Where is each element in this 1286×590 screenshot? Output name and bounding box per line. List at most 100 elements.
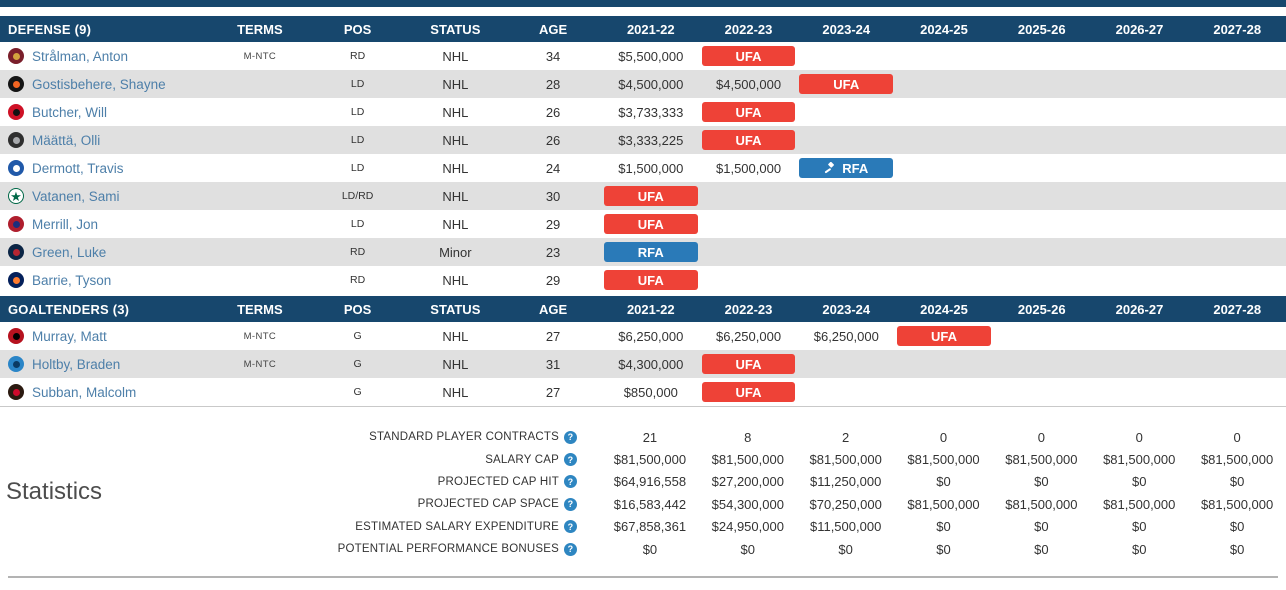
player-name-link[interactable]: Merrill, Jon [32,216,99,232]
badge-cell: UFA [700,354,798,374]
player-name-link[interactable]: Subban, Malcolm [32,384,137,400]
stats-label: SALARY CAP? [0,453,601,467]
salary-cell: $850,000 [623,384,678,400]
player-name-link[interactable]: Holtby, Braden [32,356,121,372]
player-row: Subban, Malcolm G NHL 27 $850,000 UFA [0,378,1286,406]
team-logo-ottawa-senators-icon [8,328,24,344]
help-icon[interactable]: ? [564,520,577,534]
rfa-badge: RFA [603,242,698,262]
ufa-badge: UFA [603,270,698,290]
pos-cell: RD [350,274,366,286]
stats-label: PROJECTED CAP HIT? [0,475,601,489]
player-name-link[interactable]: Vatanen, Sami [32,188,120,204]
help-icon[interactable]: ? [564,453,577,467]
age-cell: 26 [545,132,561,148]
player-cell: Subban, Malcolm [0,384,211,400]
roster-section-defense: DEFENSE (9) TERMS POS STATUS AGE 2021-22 2022-… [0,16,1286,294]
player-row: Holtby, Braden M-NTC G NHL 31 $4,300,000 UFA [0,350,1286,378]
terms-cell: M-NTC [243,50,277,62]
stats-value: 0 [1233,429,1241,445]
column-header-2021-22: 2021-22 [626,301,675,317]
stats-value: $0 [642,541,658,557]
team-logo-new-jersey-devils-icon [8,104,24,120]
age-cell: 30 [545,188,561,204]
stats-value: $0 [1229,541,1245,557]
help-icon[interactable]: ? [564,475,577,489]
stats-value: $0 [936,541,951,557]
player-name-link[interactable]: Barrie, Tyson [32,272,112,288]
player-cell: Butcher, Will [0,104,211,120]
stats-label: ESTIMATED SALARY EXPENDITURE? [0,520,601,534]
player-name-link[interactable]: Gostisbehere, Shayne [32,76,166,92]
status-cell: Minor [439,244,472,260]
column-header-2026-27: 2026-27 [1115,301,1164,317]
stats-label-text: ESTIMATED SALARY EXPENDITURE [355,520,559,533]
stats-value: $11,250,000 [809,474,882,490]
pos-cell: LD [350,134,365,146]
stats-value: 2 [842,429,850,445]
player-row: Gostisbehere, Shayne LD NHL 28 $4,500,000 $4,… [0,70,1286,98]
gavel-icon [824,162,836,174]
player-name-link[interactable]: Butcher, Will [32,104,108,120]
player-name-link[interactable]: Määttä, Olli [32,132,101,148]
stats-value: $81,500,000 [613,452,687,468]
stats-value: $64,916,558 [613,474,687,490]
player-name-link[interactable]: Murray, Matt [32,328,107,344]
stats-value: $0 [936,519,951,535]
player-row: Barrie, Tyson RD NHL 29 UFA [0,266,1286,294]
status-cell: NHL [442,76,469,92]
salary-cell: $6,250,000 [618,328,684,344]
stats-value: 0 [1135,429,1143,445]
status-cell: NHL [442,216,469,232]
stats-value: $0 [1034,474,1049,490]
player-row: Strålman, Anton M-NTC RD NHL 34 $5,500,000 UFA [0,42,1286,70]
player-cell: Murray, Matt [0,328,211,344]
statistics-heading: Statistics [6,478,103,505]
ufa-badge: UFA [603,186,698,206]
stats-value: $81,500,000 [1200,452,1274,468]
badge-label: UFA [735,48,762,64]
help-icon[interactable]: ? [564,497,577,511]
stats-row: SALARY CAP? $81,500,000 $81,500,000 $81,500… [0,448,1286,470]
age-cell: 29 [545,216,561,232]
badge-cell: UFA [602,186,700,206]
player-row: ★ Vatanen, Sami LD/RD NHL 30 UFA [0,182,1286,210]
age-cell: 23 [545,244,561,260]
age-cell: 26 [545,104,561,120]
badge-label: UFA [735,356,762,372]
badge-label: UFA [931,328,957,344]
stats-row: PROJECTED CAP SPACE? $16,583,442 $54,300,0… [0,493,1286,515]
stats-value: $81,500,000 [907,452,980,468]
badge-cell: UFA [602,270,700,290]
age-cell: 27 [545,384,561,400]
column-header-2025-26: 2025-26 [1017,301,1066,317]
stats-value: $27,200,000 [711,474,784,490]
team-logo-glyph: ★ [10,188,22,204]
column-header-2027-28: 2027-28 [1213,301,1262,317]
stats-value: 0 [1037,429,1045,445]
player-cell: Strålman, Anton [0,48,211,64]
player-name-link[interactable]: Strålman, Anton [32,48,129,64]
pos-cell: G [353,330,362,342]
stats-value: $67,858,361 [613,519,687,535]
stats-value: $0 [838,541,853,557]
player-name-link[interactable]: Dermott, Travis [32,160,124,176]
player-name-link[interactable]: Green, Luke [32,244,107,260]
ufa-badge: UFA [701,354,796,374]
player-row: Green, Luke RD Minor 23 RFA [0,238,1286,266]
player-cell: Gostisbehere, Shayne [0,76,211,92]
badge-cell: RFA [797,158,895,178]
salary-cell: $4,300,000 [618,356,684,372]
pos-cell: RD [350,246,366,258]
team-logo-dot [12,136,20,144]
status-cell: NHL [442,328,469,344]
stats-label: STANDARD PLAYER CONTRACTS? [0,430,601,444]
salary-cell: $4,500,000 [618,76,684,92]
team-logo-montreal-canadiens-icon [8,216,24,232]
section-title: DEFENSE (9) [8,21,92,37]
pos-cell: LD [350,162,365,174]
player-row: Butcher, Will LD NHL 26 $3,733,333 UFA [0,98,1286,126]
stats-value: $81,500,000 [1103,496,1176,512]
help-icon[interactable]: ? [564,542,577,556]
help-icon[interactable]: ? [564,430,577,444]
